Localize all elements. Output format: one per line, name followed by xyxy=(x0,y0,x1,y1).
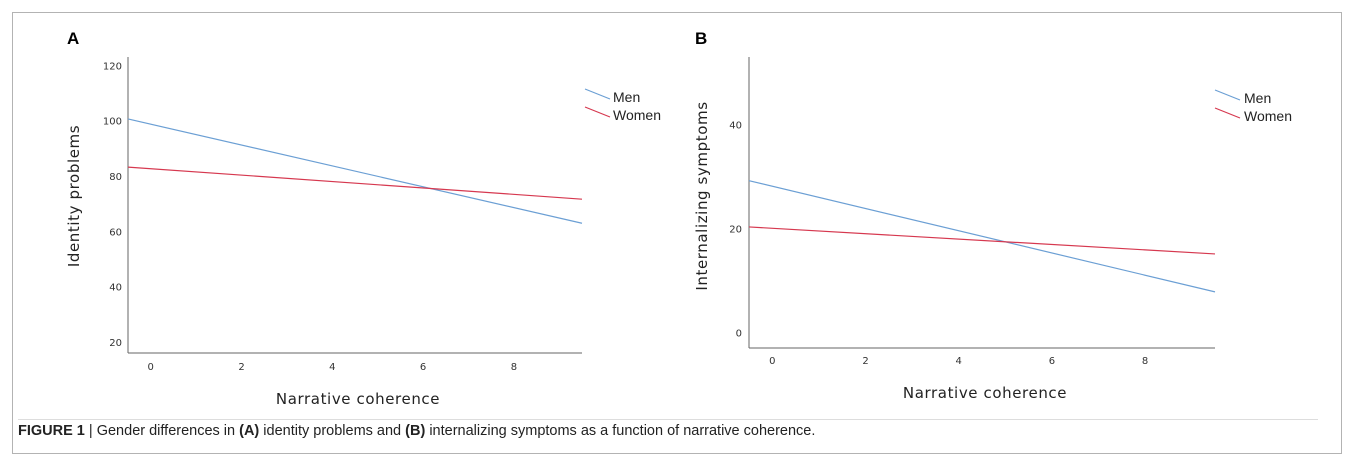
panel-b-series-line-women xyxy=(748,226,1216,255)
panel-b-legend-label-men: Men xyxy=(1244,90,1271,106)
figure-caption: FIGURE 1 | Gender differences in (A) ide… xyxy=(18,419,1318,443)
caption-text-3: internalizing symptoms as a function of … xyxy=(429,423,816,439)
caption-text-2: identity problems and xyxy=(263,423,402,439)
panel-a-y-tick-label: 40 xyxy=(109,283,122,294)
panel-a-y-tick-label: 120 xyxy=(103,61,122,72)
panel-b-series-line-men xyxy=(748,180,1216,293)
panel-a-legend-swatch-women xyxy=(584,106,611,118)
caption-text-1: Gender differences in xyxy=(96,423,236,439)
panel-a-y-tick-label: 100 xyxy=(103,117,122,128)
panel-a-x-tick-label: 4 xyxy=(329,362,335,373)
caption-figure-label: FIGURE 1 xyxy=(18,423,85,439)
panel-a-legend-label-women: Women xyxy=(613,107,661,123)
panel-a-x-tick-label: 2 xyxy=(238,362,244,373)
panel-b-x-tick-label: 6 xyxy=(1049,356,1055,367)
panel-a-y-tick-label: 20 xyxy=(109,338,122,349)
panel-a-letter: A xyxy=(67,29,79,48)
panel-a-x-tick-label: 8 xyxy=(511,362,517,373)
caption-ref-b: (B) xyxy=(405,423,426,439)
caption-separator: | xyxy=(88,423,93,439)
panel-b-x-tick-label: 2 xyxy=(862,356,868,367)
figure-frame xyxy=(12,12,1342,454)
panel-b-legend-label-women: Women xyxy=(1244,108,1292,124)
panel-a-x-tick-label: 0 xyxy=(148,362,154,373)
panel-b-legend-swatch-women xyxy=(1214,107,1241,119)
panel-b-x-tick-label: 8 xyxy=(1142,356,1148,367)
panel-a-series-line-women xyxy=(127,166,583,200)
panel-b-y-tick-label: 40 xyxy=(729,121,742,132)
panel-b-legend-swatch-men xyxy=(1214,89,1241,101)
panel-b-x-axis-label: Narrative coherence xyxy=(903,384,1067,402)
panel-a-x-tick-label: 6 xyxy=(420,362,426,373)
panel-a-y-tick-label: 60 xyxy=(109,227,122,238)
panel-a-y-tick-label: 80 xyxy=(109,172,122,183)
panel-b-y-axis-label: Internalizing symptoms xyxy=(693,101,711,290)
panel-a-x-axis-label: Narrative coherence xyxy=(276,390,440,408)
caption-ref-a: (A) xyxy=(239,423,260,439)
panel-b-x-tick-label: 0 xyxy=(769,356,775,367)
panel-a-y-axis-label: Identity problems xyxy=(65,125,83,267)
panel-b-y-tick-label: 20 xyxy=(729,224,742,235)
panel-b-letter: B xyxy=(695,29,707,48)
panel-b-x-tick-label: 4 xyxy=(956,356,962,367)
panel-a-series-line-men xyxy=(127,118,583,224)
panel-a-legend-swatch-men xyxy=(584,88,611,100)
panel-b-y-tick-label: 0 xyxy=(736,328,742,339)
panel-a-legend-label-men: Men xyxy=(613,89,640,105)
